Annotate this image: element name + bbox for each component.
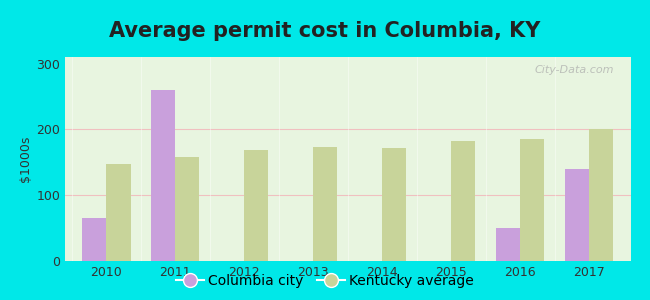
Bar [565,169,589,261]
Bar [496,228,520,261]
Bar [151,90,176,261]
Legend: Columbia city, Kentucky average: Columbia city, Kentucky average [170,268,480,293]
Y-axis label: $1000s: $1000s [19,136,32,182]
Bar [589,129,613,261]
Bar [451,141,475,261]
Bar [520,139,544,261]
Text: Average permit cost in Columbia, KY: Average permit cost in Columbia, KY [109,21,541,41]
Bar [83,218,107,261]
Bar [382,148,406,261]
Text: City-Data.com: City-Data.com [534,65,614,75]
Bar [107,164,131,261]
Bar [244,150,268,261]
Bar [313,147,337,261]
Bar [176,157,200,261]
